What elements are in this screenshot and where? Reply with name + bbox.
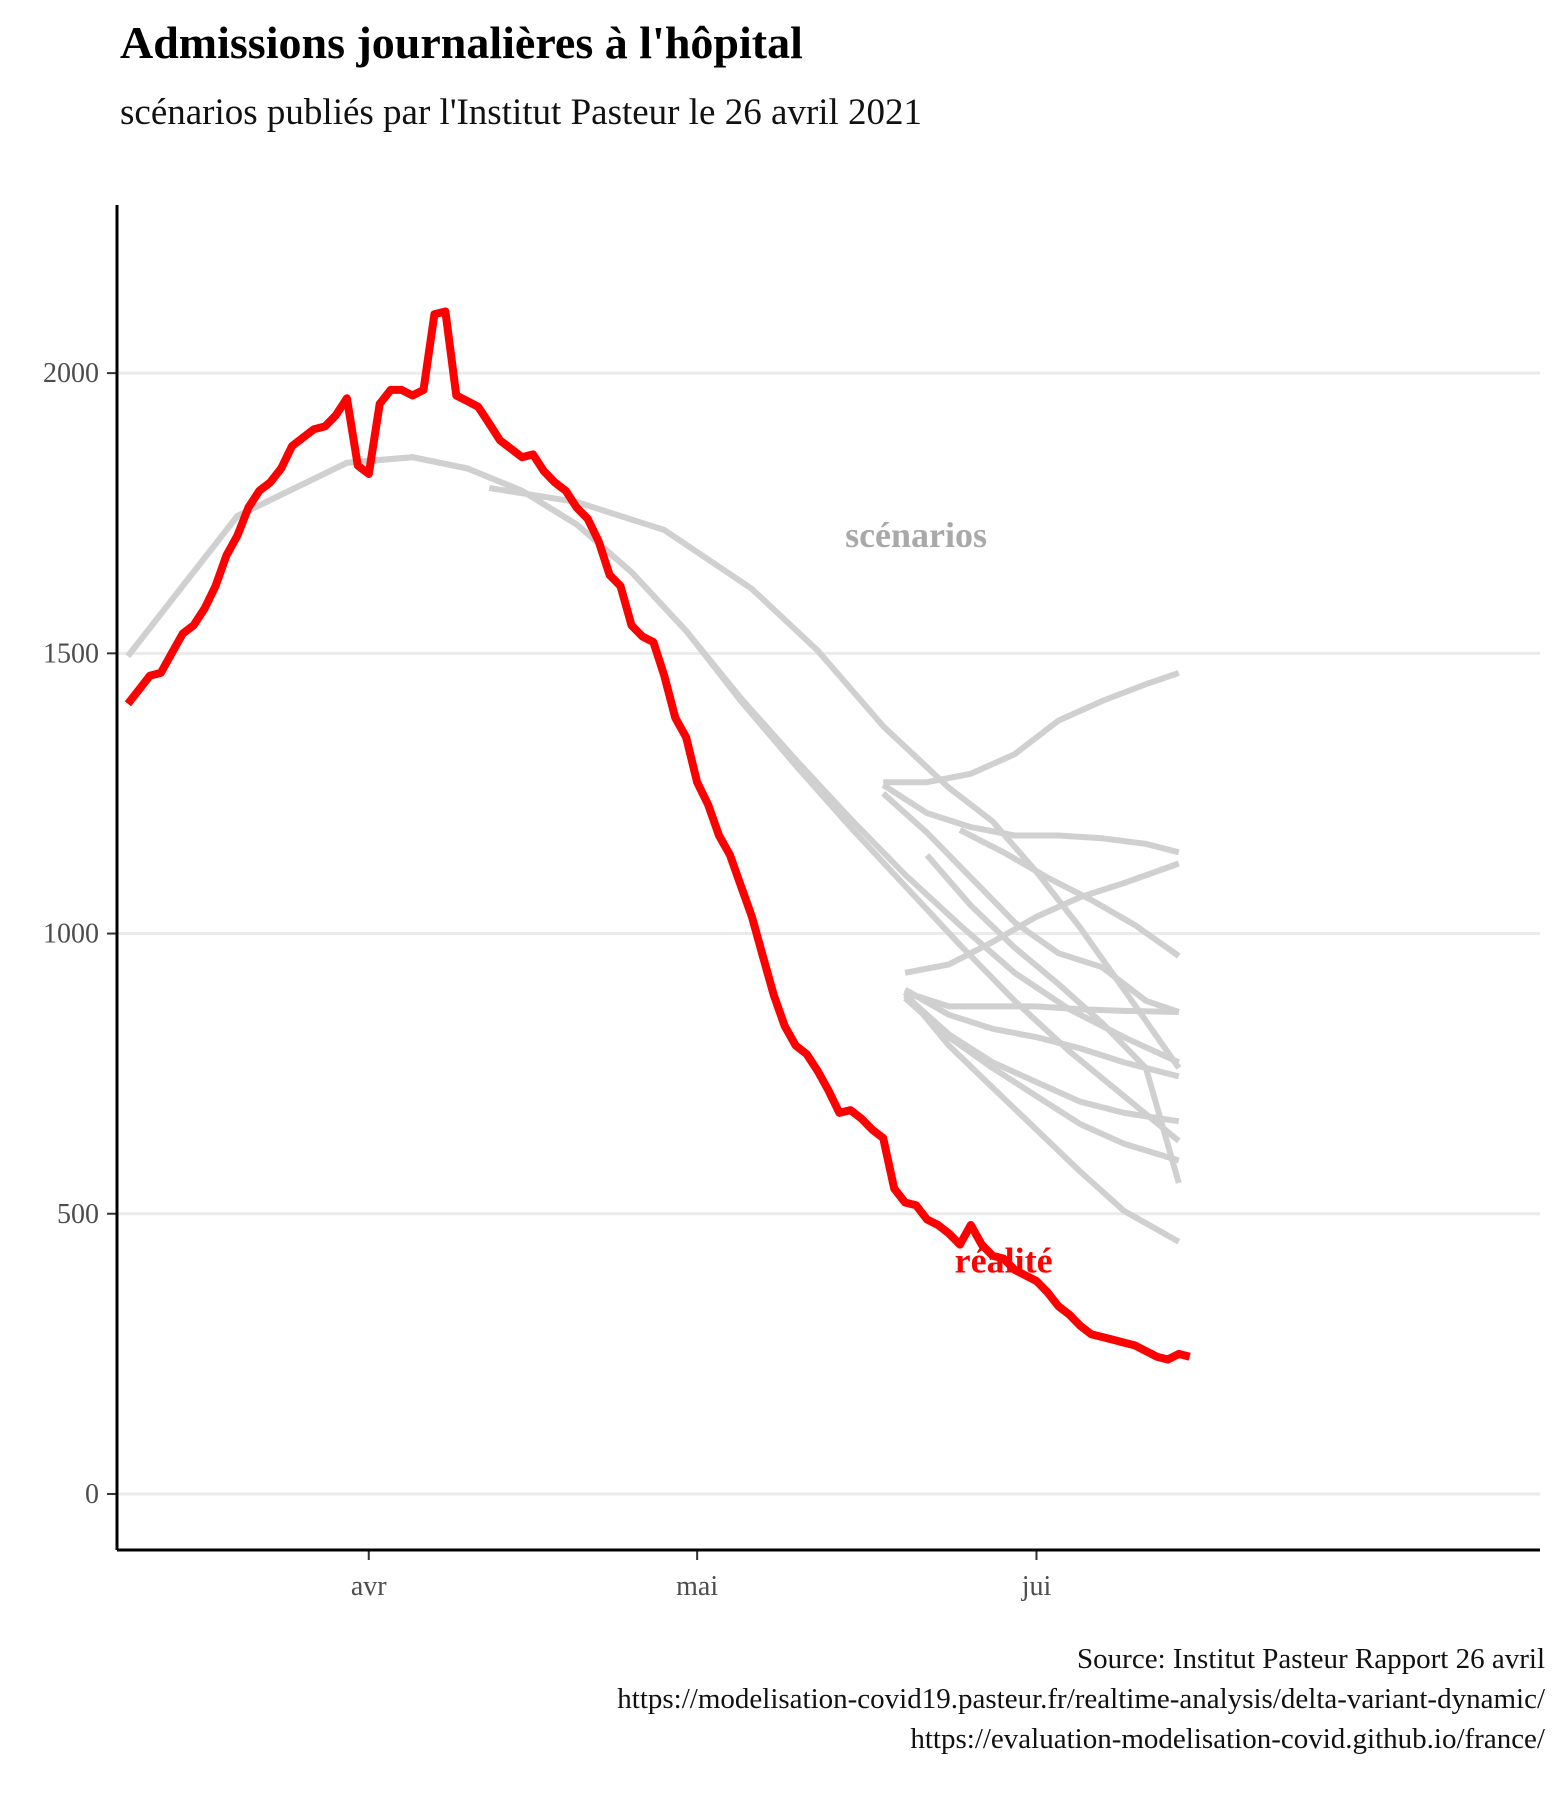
y-tick-label: 0 (85, 1479, 99, 1510)
x-tick-label: jui (1021, 1571, 1052, 1602)
scenario-series-line (903, 986, 1180, 1080)
axes (115, 205, 1540, 1552)
y-tick-label: 500 (57, 1199, 99, 1230)
annotation-label: réalité (955, 1241, 1053, 1281)
y-axis-ticks: 0 500 1000 1500 2000 (43, 358, 117, 1510)
annotations: scénarios réalité (845, 515, 1053, 1281)
scenario-series-line (488, 485, 1182, 1070)
reality-series-line (124, 307, 1191, 1364)
scenario-lines (125, 454, 1182, 1245)
caption-line: Source: Institut Pasteur Rapport 26 avri… (1077, 1643, 1545, 1675)
chart-subtitle: scénarios publiés par l'Institut Pasteur… (120, 92, 922, 133)
caption-line: https://modelisation-covid19.pasteur.fr/… (617, 1683, 1546, 1715)
scenario-series-line (125, 454, 1181, 1144)
scenario-series-line (902, 990, 1181, 1245)
reality-line-group (124, 307, 1191, 1364)
y-tick-label: 2000 (43, 358, 99, 389)
gridlines (117, 371, 1540, 1496)
scenario-series-line (881, 782, 1180, 856)
chart-title: Admissions journalières à l'hôpital (120, 17, 803, 68)
x-tick-label: avr (351, 1571, 387, 1602)
scenario-series-line (904, 989, 1179, 1015)
scenario-series-line (903, 995, 1180, 1164)
x-tick-label: mai (676, 1571, 718, 1602)
scenario-series-line (883, 670, 1180, 786)
scenario-series-line (904, 860, 1180, 976)
y-tick-label: 1000 (43, 919, 99, 950)
scenario-series-line (125, 454, 1181, 1066)
y-tick-label: 1500 (43, 638, 99, 669)
scenario-series-line (881, 791, 1180, 1015)
annotation-label: scénarios (845, 515, 987, 555)
x-axis-ticks: avr mai jui (351, 1550, 1052, 1602)
caption: Source: Institut Pasteur Rapport 26 avri… (617, 1643, 1546, 1755)
caption-line: https://evaluation-modelisation-covid.gi… (910, 1723, 1546, 1755)
scenario-series-line (958, 827, 1181, 959)
